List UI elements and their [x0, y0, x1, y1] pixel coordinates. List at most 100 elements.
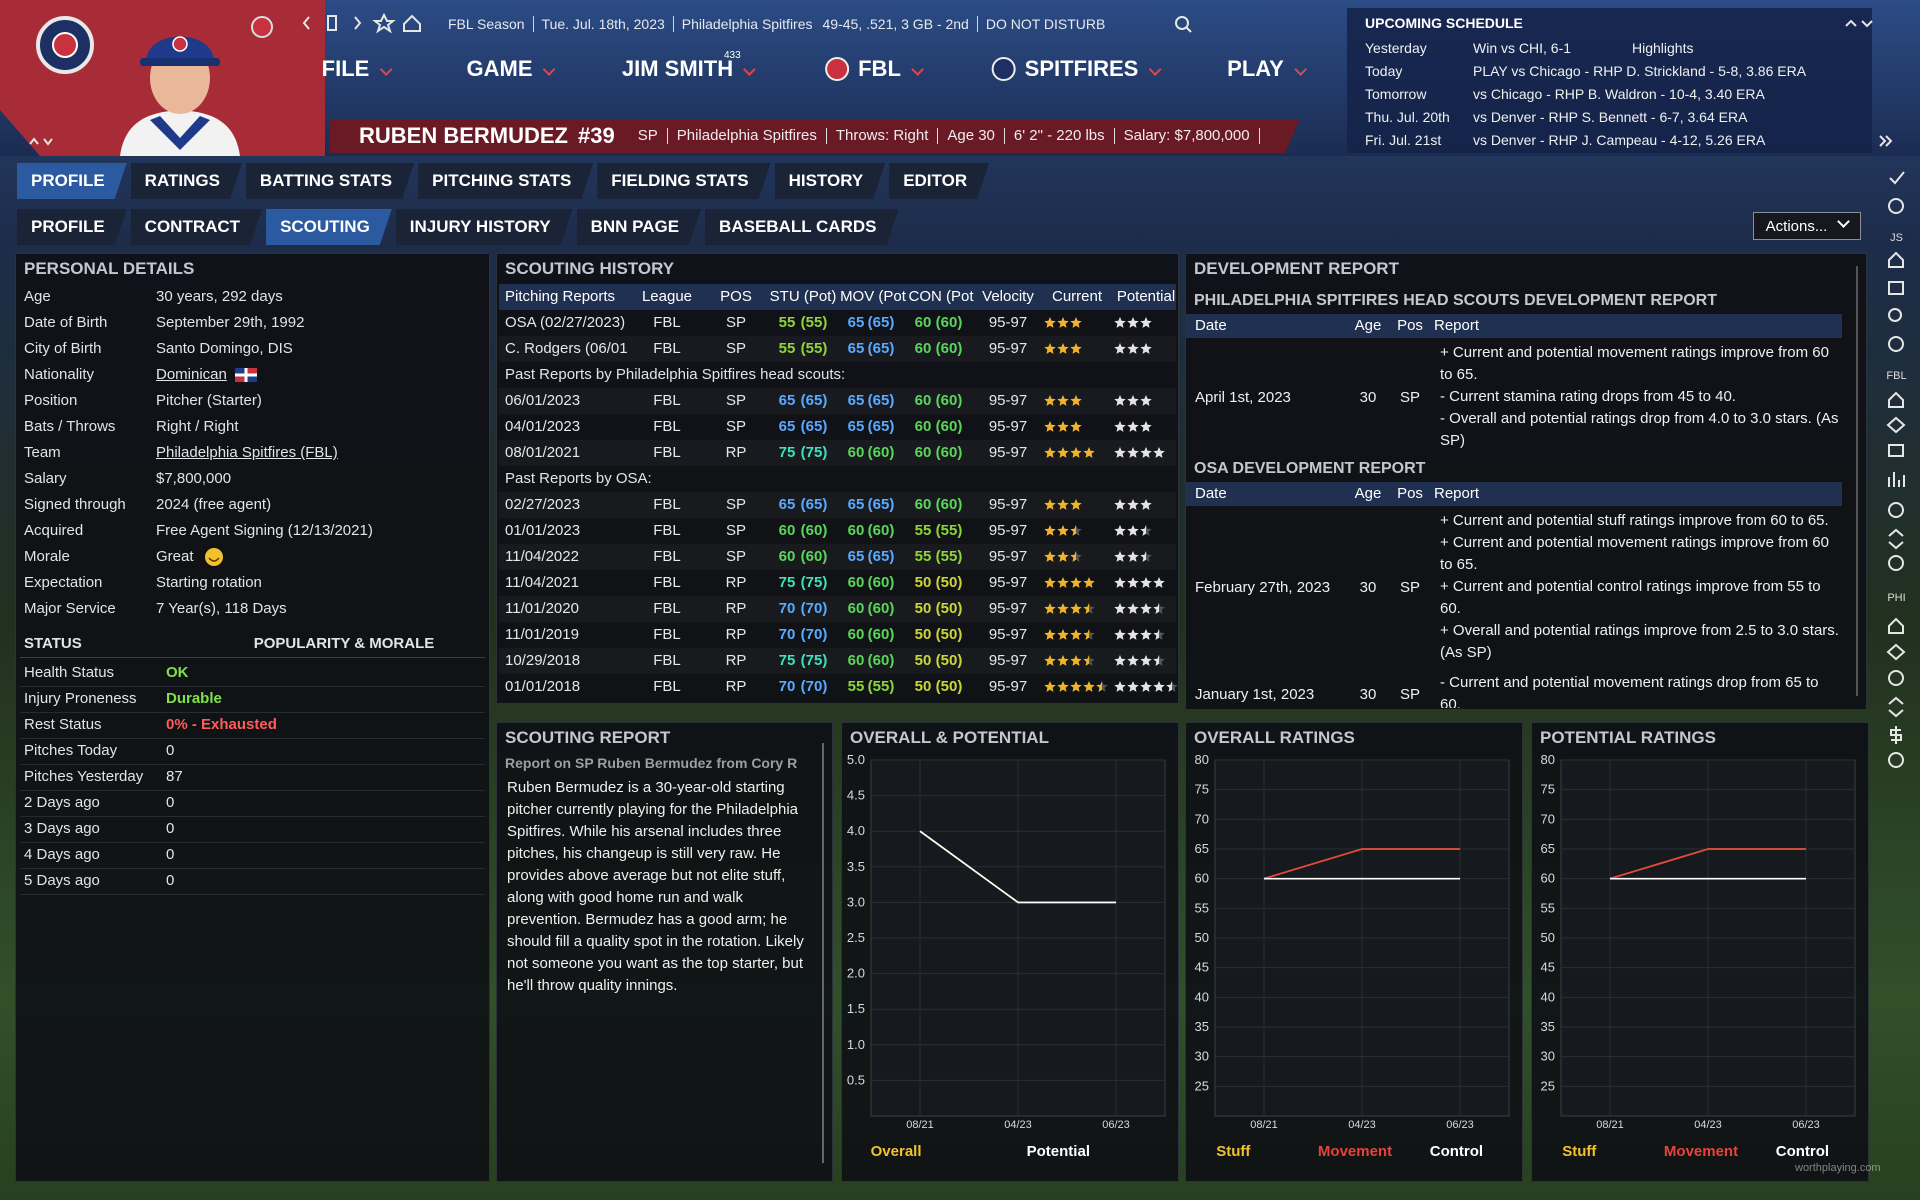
- icon-card[interactable]: [1888, 444, 1904, 457]
- detail-text: Great: [156, 548, 194, 565]
- report-entry: January 1st, 2023 30 SP - Current and poten…: [1186, 668, 1842, 708]
- column-header: CON (Pot: [908, 288, 974, 305]
- report-subtitle: Report on SP Ruben Bermudez from Cory R: [505, 755, 798, 771]
- logo-circle: [991, 57, 1016, 81]
- favorite[interactable]: [372, 12, 396, 34]
- icon-globe[interactable]: [1888, 198, 1904, 214]
- icon-mail[interactable]: [1888, 281, 1904, 295]
- icon-trade[interactable]: [1888, 528, 1904, 550]
- report-name[interactable]: 01/01/2018: [505, 678, 581, 695]
- tab[interactable]: BASEBALL CARDS: [705, 209, 898, 245]
- menu-item[interactable]: FBL: [822, 56, 924, 82]
- tab[interactable]: PROFILE: [17, 163, 127, 199]
- home[interactable]: [403, 14, 421, 32]
- report-name[interactable]: 01/01/2023: [505, 522, 581, 539]
- nav-page[interactable]: [327, 15, 337, 31]
- status-label: 2 Days ago: [24, 794, 100, 811]
- tab[interactable]: BNN PAGE: [577, 209, 701, 245]
- star: [1057, 629, 1069, 640]
- cell: SP: [725, 314, 746, 331]
- tab[interactable]: CONTRACT: [131, 209, 262, 245]
- cell: (60): [867, 600, 895, 617]
- schedule-collapse[interactable]: [1845, 19, 1873, 28]
- tab[interactable]: HISTORY: [775, 163, 886, 199]
- report-name[interactable]: 08/01/2021: [505, 444, 581, 461]
- jersey-trim: [150, 116, 210, 150]
- star: [1044, 499, 1056, 510]
- nav-forward[interactable]: [354, 16, 362, 30]
- tab[interactable]: EDITOR: [889, 163, 989, 199]
- detail-link[interactable]: Philadelphia Spitfires (FBL): [156, 444, 338, 461]
- icon-diamond[interactable]: [1886, 416, 1906, 434]
- row-divider: [20, 738, 485, 739]
- tab[interactable]: PROFILE: [17, 209, 127, 245]
- icon-settings-3[interactable]: [1888, 752, 1904, 768]
- cell: (65): [867, 496, 895, 513]
- icon-home[interactable]: [1888, 251, 1904, 268]
- report-name[interactable]: 02/27/2023: [505, 496, 581, 513]
- tab[interactable]: BATTING STATS: [246, 163, 414, 199]
- tab[interactable]: RATINGS: [131, 163, 242, 199]
- tab[interactable]: SCOUTING: [266, 209, 392, 245]
- icon-settings-2[interactable]: [1888, 555, 1904, 571]
- icon-ball[interactable]: [1888, 502, 1904, 518]
- collapse[interactable]: [29, 137, 53, 146]
- nav-back[interactable]: [302, 16, 310, 30]
- watermark: worthplaying.com: [1795, 1162, 1881, 1174]
- menu-item[interactable]: PLAY: [1227, 56, 1307, 82]
- report-name[interactable]: OSA (02/27/2023): [505, 314, 626, 331]
- star-rating: [1044, 655, 1095, 666]
- y-tick-label: 80: [1541, 752, 1555, 767]
- icon-diamond-2[interactable]: [1886, 643, 1906, 661]
- schedule-more[interactable]: [1879, 135, 1893, 147]
- cell: 55: [847, 678, 865, 695]
- star-rating: [1114, 577, 1165, 588]
- status-value: Durable: [166, 690, 222, 707]
- schedule-value[interactable]: Highlights: [1632, 40, 1694, 56]
- y-tick-label: 40: [1195, 989, 1209, 1004]
- report-name[interactable]: C. Rodgers (06/01: [505, 340, 628, 357]
- legend-label: Overall: [871, 1143, 922, 1160]
- chart-panel: OVERALL RATINGS 25 30 35 40 45 50 55 60 65 70 75 80 0…: [1185, 722, 1523, 1182]
- report-name[interactable]: 10/29/2018: [505, 652, 581, 669]
- star-rating: [1044, 681, 1108, 692]
- menu-logo: [991, 57, 1016, 81]
- icon-settings[interactable]: [1888, 336, 1904, 352]
- report-name[interactable]: 04/01/2023: [505, 418, 581, 435]
- row-divider: [20, 790, 485, 791]
- y-tick-label: 45: [1195, 960, 1209, 975]
- actions-button[interactable]: Actions...: [1753, 212, 1861, 240]
- star: [1057, 317, 1069, 328]
- report-name[interactable]: 11/04/2022: [505, 548, 579, 565]
- icon-stats[interactable]: [1888, 472, 1905, 487]
- icon-money[interactable]: [1890, 726, 1902, 744]
- menu-item[interactable]: FILE: [322, 56, 393, 82]
- report-name[interactable]: 11/04/2021: [505, 574, 579, 591]
- cell: 65: [847, 418, 865, 435]
- report-name[interactable]: 11/01/2019: [505, 626, 579, 643]
- report-name[interactable]: 06/01/2023: [505, 392, 581, 409]
- small-logo: [251, 16, 273, 38]
- star: [1044, 577, 1056, 588]
- menu-item[interactable]: JIM SMITH: [622, 56, 756, 82]
- detail-label: Age: [24, 288, 51, 305]
- icon-team-home-2[interactable]: [1888, 617, 1904, 634]
- cell: 60: [847, 522, 865, 539]
- icon-team-home[interactable]: [1888, 391, 1904, 408]
- icon-trade-2[interactable]: [1888, 696, 1904, 718]
- report-name[interactable]: 11/01/2020: [505, 600, 579, 617]
- search[interactable]: [1175, 16, 1189, 30]
- cell: (65): [867, 418, 895, 435]
- x-tick-label: 04/23: [1348, 1119, 1376, 1131]
- status-value: 0: [166, 794, 175, 811]
- tab[interactable]: FIELDING STATS: [597, 163, 770, 199]
- tab[interactable]: PITCHING STATS: [418, 163, 593, 199]
- icon-ball-2[interactable]: [1888, 670, 1904, 686]
- detail-label: Position: [24, 392, 78, 409]
- detail-link[interactable]: Dominican: [156, 366, 227, 383]
- menu-item[interactable]: GAME: [467, 56, 556, 82]
- tab[interactable]: INJURY HISTORY: [396, 209, 573, 245]
- icon-search[interactable]: [1888, 308, 1902, 322]
- menu-item[interactable]: SPITFIRES: [989, 56, 1162, 82]
- icon-check[interactable]: [1889, 171, 1905, 185]
